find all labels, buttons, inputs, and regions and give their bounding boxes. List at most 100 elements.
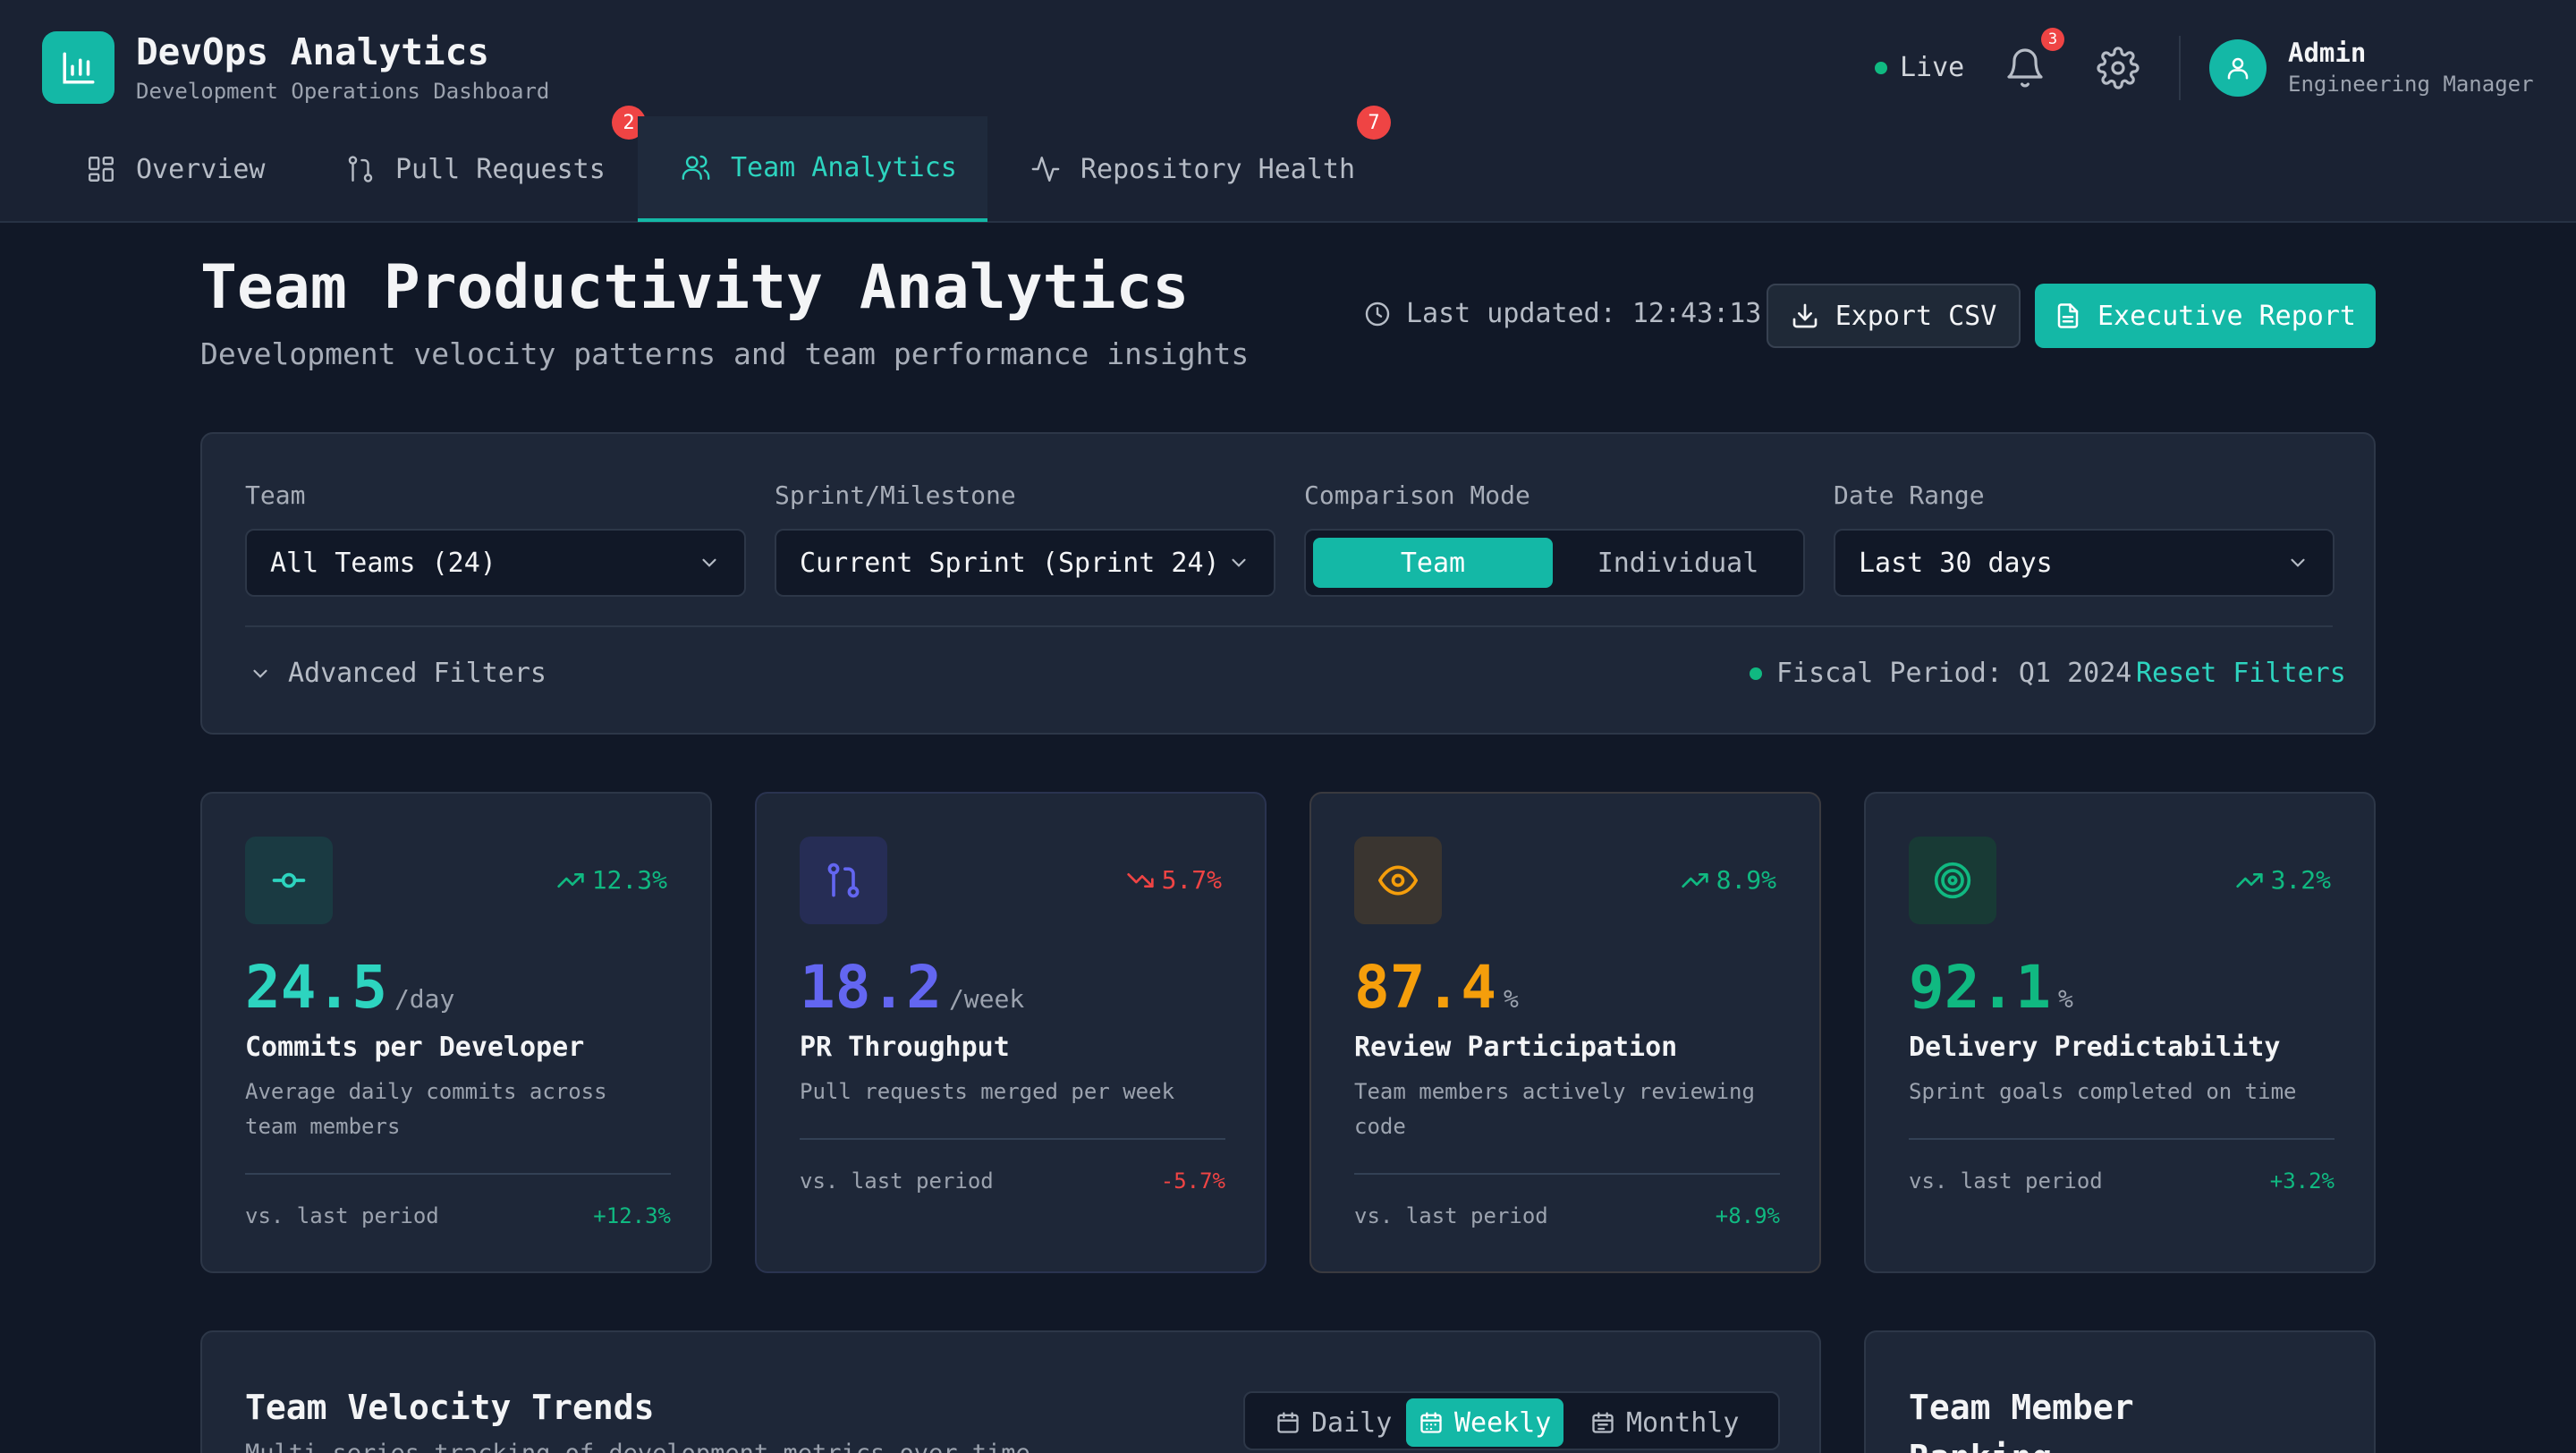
compare-label: vs. last period xyxy=(1909,1168,2103,1194)
card-divider xyxy=(1354,1173,1780,1175)
calendar-icon xyxy=(1420,1412,1442,1433)
trend-value: 3.2% xyxy=(2270,865,2331,895)
tab-pull-requests[interactable]: Pull Requests xyxy=(322,116,629,222)
compare-label: vs. last period xyxy=(1354,1203,1548,1228)
bell-icon xyxy=(2007,48,2043,88)
comparison-mode-toggle: Team Individual xyxy=(1304,529,1805,597)
team-member-ranking-panel: Team Member Ranking xyxy=(1864,1330,2376,1453)
team-select[interactable]: All Teams (24) xyxy=(245,529,746,597)
range-label: Daily xyxy=(1311,1406,1393,1439)
bar-chart-icon[interactable] xyxy=(42,31,114,104)
fiscal-period: Fiscal Period: Q1 2024 xyxy=(1750,658,2131,689)
metric-card-review-participation[interactable]: 8.9% 87.4 % Review Participation Team me… xyxy=(1309,792,1821,1273)
reset-filters-link[interactable]: Reset Filters xyxy=(2136,658,2346,689)
tab-overview[interactable]: Overview xyxy=(63,116,289,222)
filters-panel: Team All Teams (24) Sprint/Milestone Cur… xyxy=(200,432,2376,735)
trend-value: 5.7% xyxy=(1161,865,1222,895)
settings-button[interactable] xyxy=(2097,47,2140,89)
card-footer: vs. last period +8.9% xyxy=(1354,1203,1780,1228)
filters-divider xyxy=(245,625,2333,627)
notifications-button[interactable] xyxy=(2004,47,2046,89)
compare-label: vs. last period xyxy=(245,1203,439,1228)
metric-title: Commits per Developer xyxy=(245,1032,585,1063)
metric-card-delivery-predictability[interactable]: 3.2% 92.1 % Delivery Predictability Spri… xyxy=(1864,792,2376,1273)
comparison-mode-label: Comparison Mode xyxy=(1304,480,1530,510)
live-label: Live xyxy=(1900,52,1965,83)
trending-down-icon xyxy=(1126,872,1154,888)
range-selector: Daily Weekly Monthly xyxy=(1243,1391,1780,1450)
metric-description: Average daily commits across team member… xyxy=(245,1079,607,1139)
metric-card-pr-throughput[interactable]: 5.7% 18.2 /week PR Throughput Pull reque… xyxy=(755,792,1267,1273)
compare-value: +8.9% xyxy=(1715,1203,1780,1228)
last-updated-text: Last updated: 12:43:13 xyxy=(1406,298,1762,329)
metric-card-commits[interactable]: 12.3% 24.5 /day Commits per Developer Av… xyxy=(200,792,712,1273)
top-bar: DevOps Analytics Development Operations … xyxy=(0,0,2576,223)
team-filter-label: Team xyxy=(245,480,306,510)
metric-unit: % xyxy=(1503,984,1519,1014)
header-divider xyxy=(2179,36,2181,100)
fiscal-period-text: Fiscal Period: Q1 2024 xyxy=(1776,658,2132,689)
app-title: DevOps Analytics xyxy=(136,30,489,73)
sprint-select[interactable]: Current Sprint (Sprint 24) xyxy=(775,529,1275,597)
sprint-select-value: Current Sprint (Sprint 24) xyxy=(800,547,1220,579)
user-name: Admin xyxy=(2288,38,2367,68)
page-subtitle: Development velocity patterns and team p… xyxy=(200,336,1250,371)
tab-repository-health[interactable]: Repository Health xyxy=(1009,116,1377,222)
user-role: Engineering Manager xyxy=(2288,72,2534,97)
target-icon xyxy=(1909,837,1996,924)
date-range-value: Last 30 days xyxy=(1859,547,2053,579)
metric-value: 92.1 % xyxy=(1909,953,2073,1022)
card-divider xyxy=(1909,1138,2334,1140)
live-dot xyxy=(1875,61,1887,74)
metric-unit: /day xyxy=(394,984,455,1014)
trend-value: 8.9% xyxy=(1716,865,1776,895)
card-footer: vs. last period -5.7% xyxy=(800,1168,1225,1194)
git-pull-request-icon xyxy=(348,156,373,183)
range-label: Monthly xyxy=(1626,1406,1740,1439)
live-indicator: Live xyxy=(1875,52,1964,83)
card-footer: vs. last period +3.2% xyxy=(1909,1168,2334,1194)
activity-icon xyxy=(1031,157,1060,182)
user-icon xyxy=(2227,57,2249,80)
range-monthly[interactable]: Monthly xyxy=(1578,1398,1751,1447)
advanced-filters-toggle[interactable]: Advanced Filters xyxy=(249,658,547,689)
velocity-trends-panel: Team Velocity Trends Multi-series tracki… xyxy=(200,1330,1821,1453)
trend-indicator: 3.2% xyxy=(2235,865,2331,895)
range-daily[interactable]: Daily xyxy=(1263,1398,1404,1447)
trending-up-icon xyxy=(2235,872,2263,888)
range-weekly[interactable]: Weekly xyxy=(1406,1398,1564,1447)
compare-value: +3.2% xyxy=(2269,1168,2334,1194)
metric-number: 24.5 xyxy=(245,953,387,1022)
trend-indicator: 12.3% xyxy=(556,865,667,895)
comparison-individual-option[interactable]: Individual xyxy=(1597,547,1759,579)
advanced-filters-label: Advanced Filters xyxy=(288,658,547,689)
clock-icon xyxy=(1365,302,1390,326)
comparison-team-option[interactable]: Team xyxy=(1313,538,1553,588)
avatar[interactable] xyxy=(2209,39,2267,97)
chevron-down-icon xyxy=(1232,558,1246,567)
trend-value: 12.3% xyxy=(591,865,667,895)
tab-team-analytics[interactable]: Team Analytics xyxy=(638,116,987,222)
eye-icon xyxy=(1354,837,1442,924)
metric-description: Pull requests merged per week xyxy=(800,1079,1175,1104)
git-commit-icon xyxy=(245,837,333,924)
compare-value: -5.7% xyxy=(1160,1168,1225,1194)
tab-label: Team Analytics xyxy=(731,151,957,183)
calendar-icon xyxy=(1277,1412,1299,1433)
app-subtitle: Development Operations Dashboard xyxy=(136,79,550,104)
download-icon xyxy=(1792,303,1818,328)
chevron-down-icon xyxy=(253,669,267,678)
metric-title: Review Participation xyxy=(1354,1032,1678,1063)
executive-report-button[interactable]: Executive Report xyxy=(2035,284,2376,348)
metric-description: Sprint goals completed on time xyxy=(1909,1079,2297,1104)
users-icon xyxy=(682,155,710,180)
notifications-badge: 3 xyxy=(2041,28,2064,51)
chevron-down-icon xyxy=(702,558,716,567)
compare-label: vs. last period xyxy=(800,1168,994,1194)
date-range-select[interactable]: Last 30 days xyxy=(1834,529,2334,597)
last-updated: Last updated: 12:43:13 xyxy=(1363,298,1761,329)
metric-value: 18.2 /week xyxy=(800,953,1024,1022)
metric-number: 18.2 xyxy=(800,953,942,1022)
export-csv-button[interactable]: Export CSV xyxy=(1767,284,2021,348)
velocity-subtitle: Multi-series tracking of development met… xyxy=(245,1440,1030,1453)
